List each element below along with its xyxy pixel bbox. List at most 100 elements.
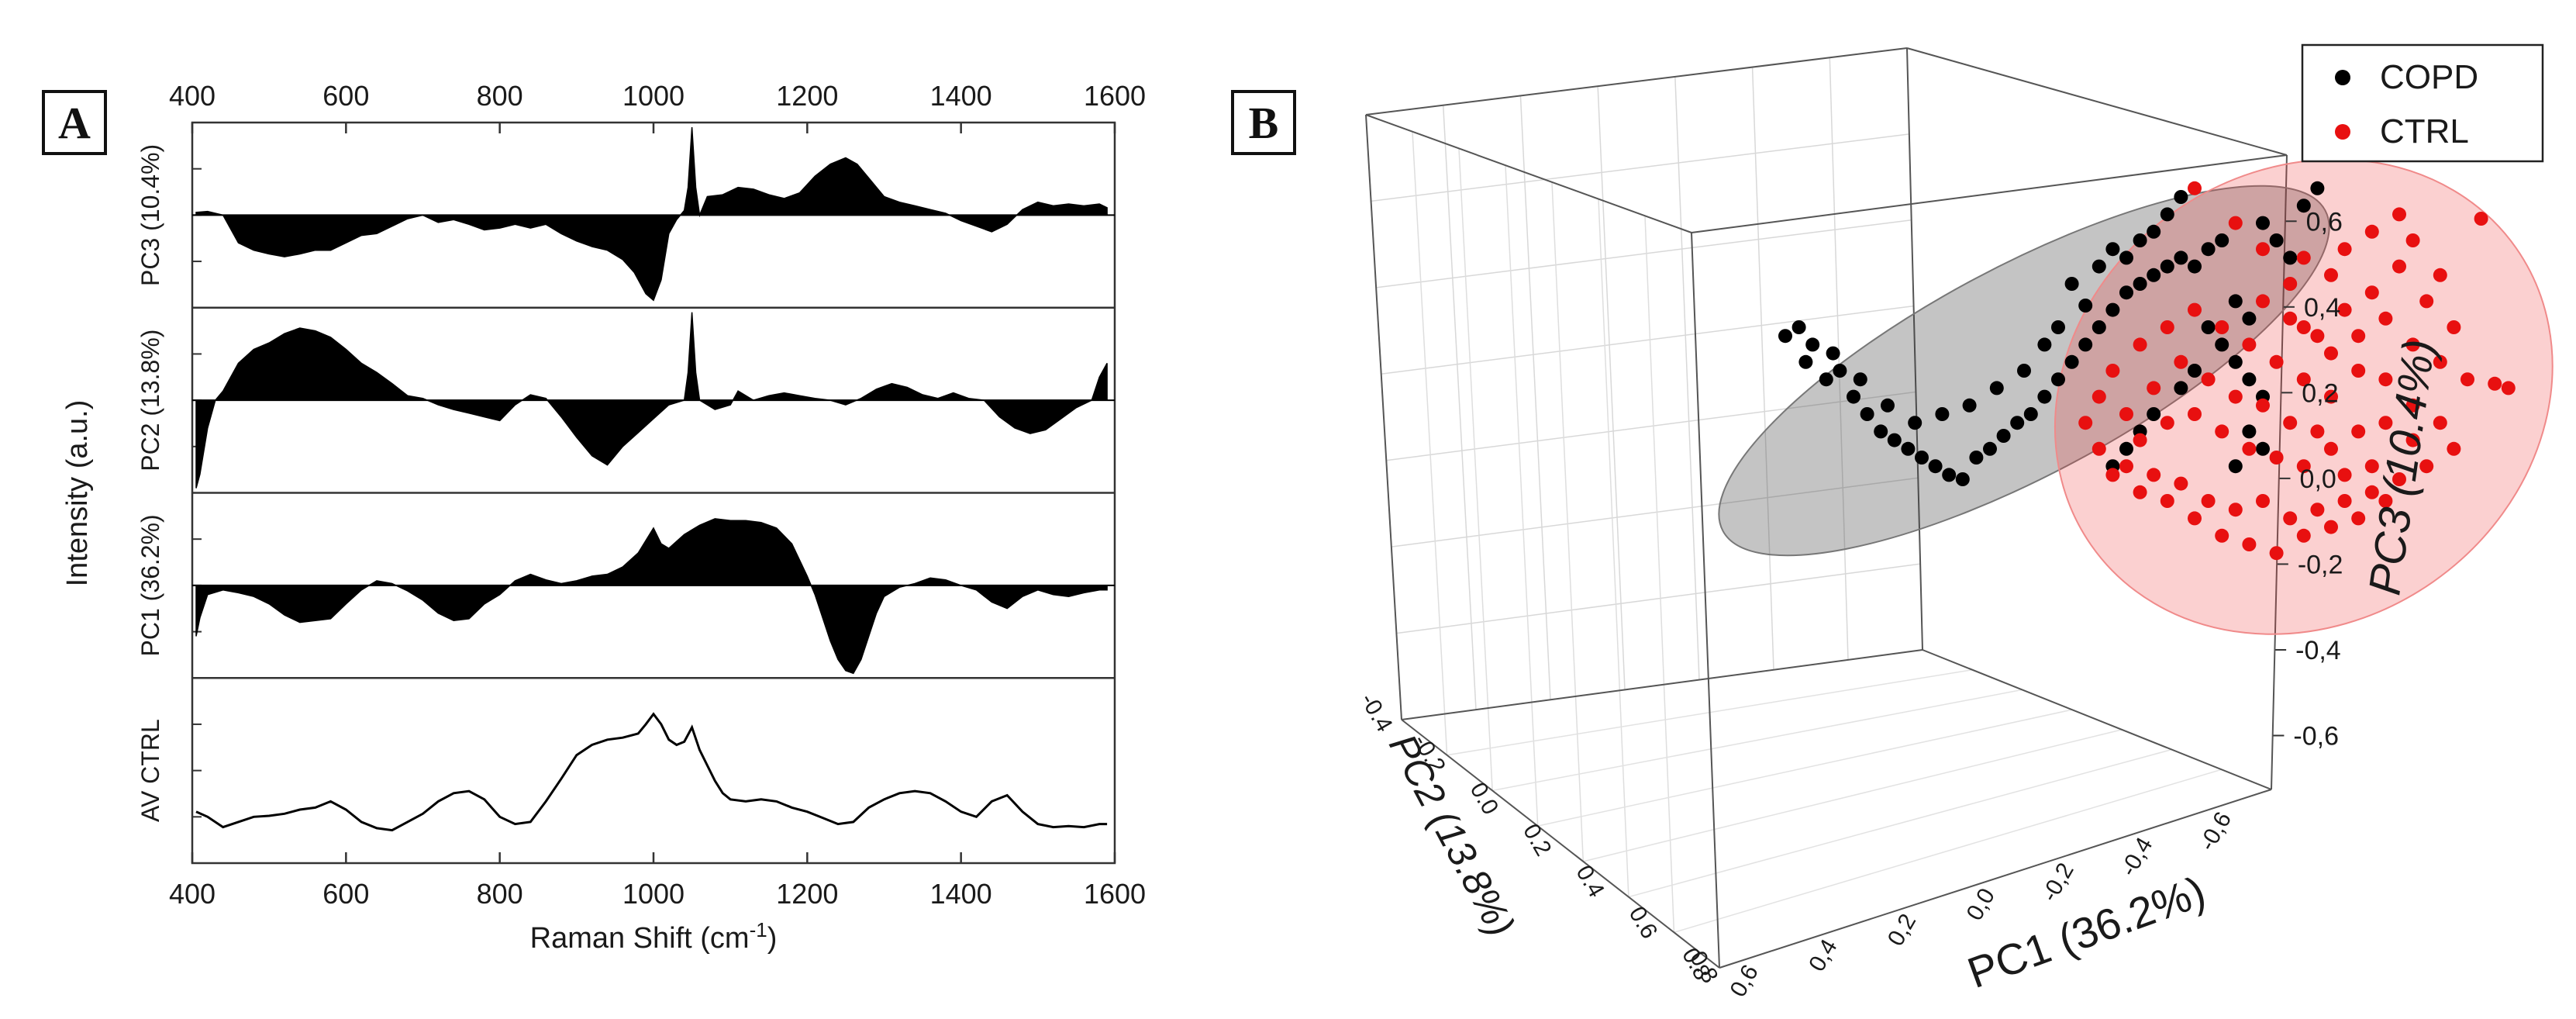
point-copd — [1819, 372, 1833, 387]
point-ctrl — [2091, 389, 2106, 404]
loading-area-1 — [195, 126, 1108, 302]
point-copd — [1826, 346, 1840, 361]
point-ctrl — [2174, 476, 2188, 491]
point-copd — [2147, 407, 2161, 421]
point-copd — [2037, 389, 2052, 404]
point-ctrl — [2378, 416, 2393, 430]
panel-a: A 400 600 800 1000 1200 1400 1600 400 600 800 100… — [42, 80, 1146, 955]
subplot-label: PC3 (10.4%) — [136, 144, 164, 286]
point-copd — [2160, 259, 2174, 274]
point-copd — [2242, 372, 2257, 387]
point-ctrl — [2160, 416, 2174, 430]
point-copd — [2037, 337, 2052, 352]
point-ctrl — [2283, 311, 2298, 326]
point-ctrl — [2405, 337, 2420, 352]
bottom-tick-label: 1400 — [930, 878, 992, 910]
point-copd — [1887, 433, 1902, 447]
pc1-tick-label: 0,6 — [1725, 961, 1763, 1002]
point-copd — [2296, 199, 2311, 213]
pc3-tick-label: -0,6 — [2293, 722, 2339, 751]
legend-copd-marker — [2335, 70, 2350, 85]
point-ctrl — [2215, 528, 2229, 543]
point-ctrl — [2256, 494, 2270, 508]
top-tick-label: 1000 — [622, 80, 685, 112]
point-copd — [1853, 372, 1867, 387]
point-copd — [2283, 250, 2298, 265]
point-ctrl — [2174, 354, 2188, 369]
point-copd — [1955, 472, 1970, 486]
point-copd — [1833, 364, 1847, 378]
box-edge — [1365, 47, 1908, 116]
point-ctrl — [2378, 311, 2393, 326]
grid-line — [1492, 689, 2023, 792]
point-ctrl — [2392, 472, 2406, 486]
point-ctrl — [2269, 354, 2284, 369]
grid-line — [1674, 76, 1700, 680]
top-tick-label: 1600 — [1084, 80, 1146, 112]
box-edge — [1906, 47, 2288, 156]
point-ctrl — [2160, 494, 2174, 508]
grid-line — [1458, 148, 1493, 791]
point-copd — [2215, 337, 2229, 352]
grid-line — [1674, 769, 2222, 934]
point-ctrl — [2392, 259, 2406, 274]
loading-area-3 — [195, 518, 1108, 675]
point-copd — [2064, 277, 2079, 291]
point-copd — [1996, 429, 2011, 443]
point-copd — [2201, 320, 2216, 334]
point-ctrl — [2392, 207, 2406, 222]
point-copd — [2228, 294, 2243, 309]
pc1-tick-label: 0,2 — [1883, 910, 1921, 951]
point-copd — [1847, 389, 1860, 404]
spectra-subplots: PC3 (10.4%) PC2 (13.8%) PC1 (36.2%) AV CTRL — [136, 126, 1115, 832]
grid-line — [1829, 57, 1849, 660]
legend-ctrl-label: CTRL — [2380, 112, 2469, 150]
grid-line — [1505, 165, 1539, 827]
point-ctrl — [2310, 329, 2325, 344]
point-ctrl — [2364, 224, 2379, 239]
point-ctrl — [2296, 250, 2311, 265]
point-ctrl — [2160, 320, 2174, 334]
grid-line — [1412, 131, 1448, 755]
point-ctrl — [2474, 212, 2488, 226]
legend-box — [2301, 43, 2544, 163]
point-ctrl — [2188, 302, 2202, 317]
pc1-tick-label: -0,4 — [2116, 833, 2157, 880]
point-ctrl — [2256, 242, 2270, 257]
point-ctrl — [2119, 407, 2133, 421]
point-ctrl — [2324, 346, 2338, 361]
point-ctrl — [2147, 468, 2161, 482]
box-edge — [1719, 789, 2272, 969]
point-copd — [1805, 337, 1820, 352]
panel-a-letter: A — [58, 98, 91, 148]
point-ctrl — [2433, 354, 2447, 369]
point-ctrl — [2337, 242, 2352, 257]
point-copd — [2133, 233, 2147, 247]
point-copd — [2174, 250, 2188, 265]
bottom-tick-label: 1200 — [776, 878, 838, 910]
x-axis-label: Raman Shift (cm-1) — [530, 918, 778, 955]
point-ctrl — [2351, 511, 2366, 526]
point-copd — [2256, 216, 2270, 230]
point-copd — [2228, 354, 2243, 369]
point-copd — [2133, 277, 2147, 291]
pc3-tick-label: -0,2 — [2298, 550, 2343, 579]
bottom-tick-label: 600 — [322, 878, 369, 910]
point-ctrl — [2488, 376, 2502, 391]
grid-line — [1376, 219, 1912, 288]
point-copd — [2051, 320, 2065, 334]
top-tick-label: 400 — [169, 80, 216, 112]
point-ctrl — [2364, 285, 2379, 300]
point-ctrl — [2201, 494, 2216, 508]
point-copd — [2078, 299, 2093, 313]
point-copd — [2188, 364, 2202, 378]
grid-line — [1628, 748, 2172, 898]
panel-b: B 0,60,40,20,0-0,2-0,4-0,6-0.4-0.20.00.2… — [1231, 43, 2554, 1002]
point-ctrl — [2296, 528, 2311, 543]
point-copd — [2091, 320, 2106, 334]
point-copd — [1942, 468, 1957, 482]
point-copd — [2078, 337, 2093, 352]
top-tick-label: 1200 — [776, 80, 838, 112]
point-ctrl — [2324, 389, 2338, 404]
legend-ctrl-marker — [2335, 124, 2350, 140]
